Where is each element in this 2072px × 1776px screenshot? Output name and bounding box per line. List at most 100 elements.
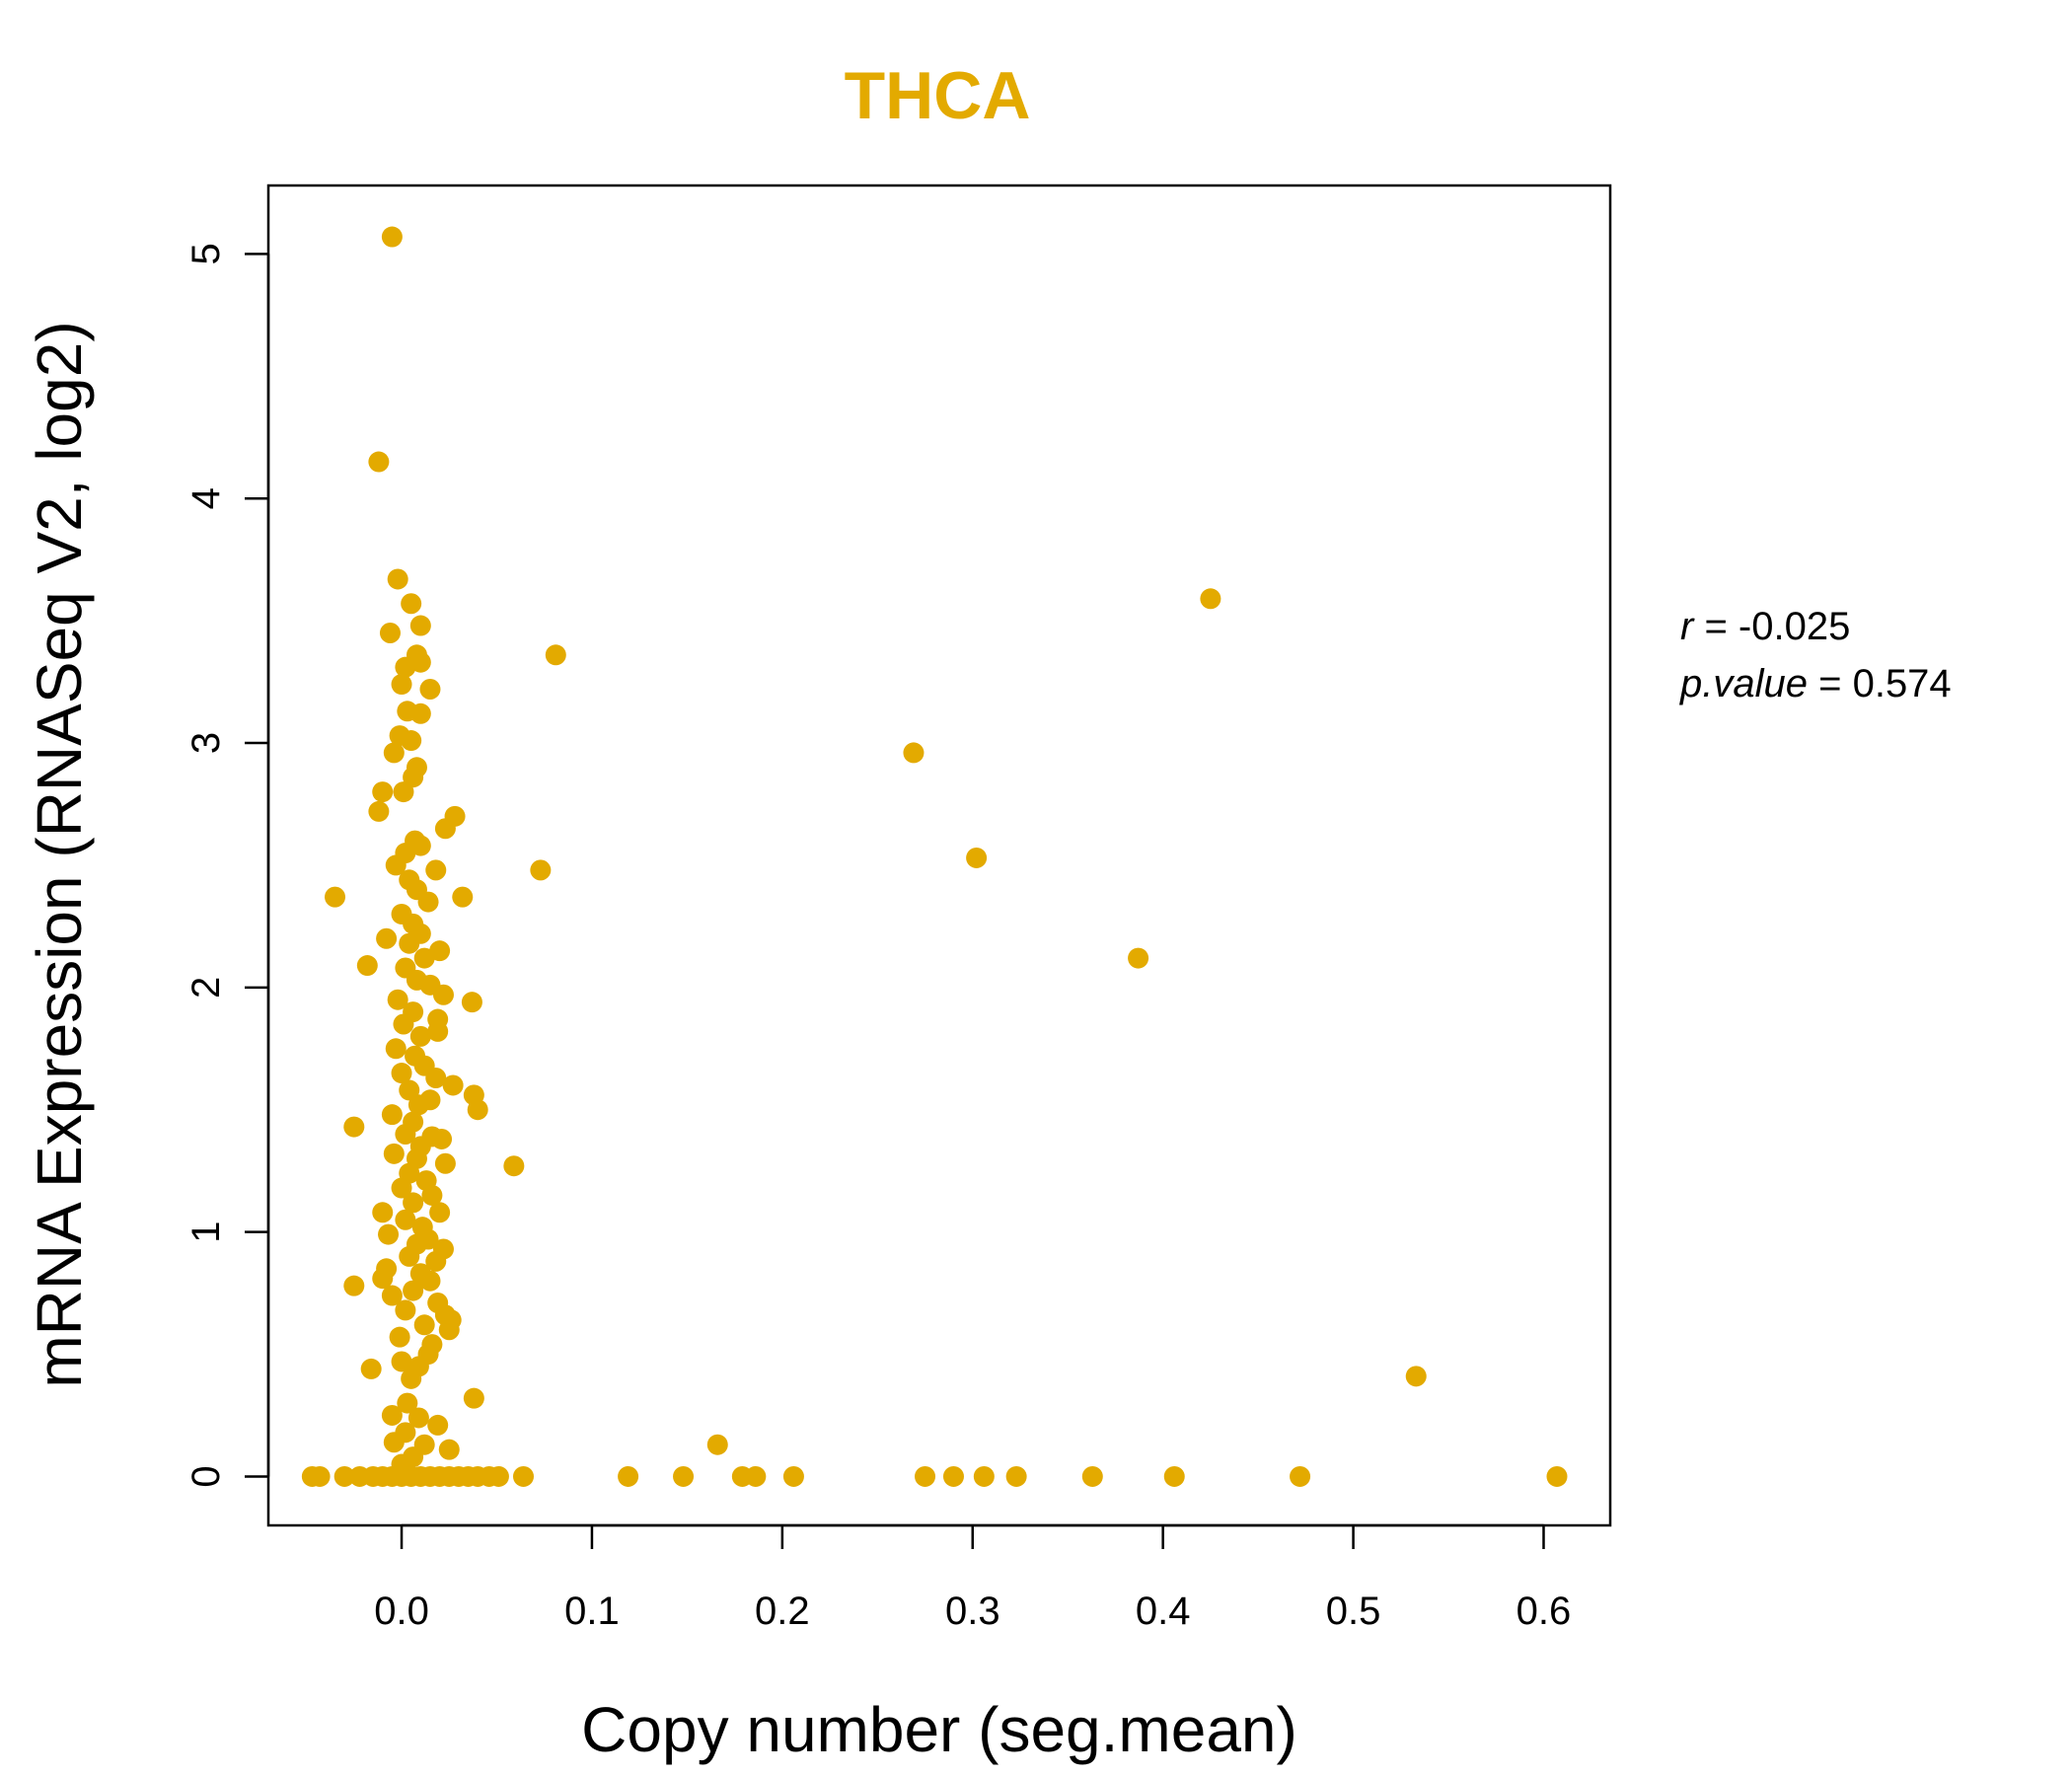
x-tick-label: 0.5 xyxy=(1326,1590,1381,1633)
data-point xyxy=(381,1404,403,1426)
r-stat-value: -0.025 xyxy=(1739,605,1850,648)
y-tick-label: 2 xyxy=(185,977,228,999)
data-point xyxy=(389,1326,410,1348)
data-point xyxy=(442,1074,464,1096)
data-point xyxy=(397,1392,418,1414)
data-point xyxy=(512,1465,534,1487)
y-tick-label: 0 xyxy=(185,1465,228,1487)
data-point xyxy=(432,984,454,1005)
data-point xyxy=(368,800,390,822)
x-tick-label: 0.2 xyxy=(755,1590,810,1633)
y-tick-label: 5 xyxy=(185,243,228,264)
data-point xyxy=(368,451,390,473)
data-point xyxy=(421,1184,443,1206)
data-point xyxy=(530,859,552,881)
data-point xyxy=(467,1099,488,1121)
x-axis: 0.0 0.1 0.2 0.3 0.4 0.5 0.6 xyxy=(374,1523,1572,1633)
x-tick-label: 0.3 xyxy=(945,1590,1000,1633)
p-value-stat: p.value = 0.574 xyxy=(1679,662,1952,705)
y-axis: 0 1 2 3 4 5 xyxy=(185,243,270,1488)
data-point xyxy=(413,947,435,969)
correlation-stats: r = -0.025 p.value = 0.574 xyxy=(1679,605,1952,705)
data-point xyxy=(399,1079,420,1101)
data-point xyxy=(343,1116,365,1138)
data-point xyxy=(381,226,403,248)
data-point xyxy=(360,1358,382,1379)
data-point xyxy=(434,818,456,840)
data-point xyxy=(379,622,401,643)
x-tick-label: 0.4 xyxy=(1136,1590,1191,1633)
data-point xyxy=(372,1268,394,1290)
data-point xyxy=(409,703,431,724)
x-tick-label: 0.0 xyxy=(374,1590,429,1633)
data-point xyxy=(1128,947,1149,969)
data-point xyxy=(438,1319,460,1341)
data-point xyxy=(915,1465,936,1487)
data-point xyxy=(403,1192,424,1214)
data-point xyxy=(782,1465,804,1487)
data-point xyxy=(385,854,407,876)
data-point xyxy=(409,615,431,636)
y-axis-label: mRNA Expression (RNASeq V2, log2) xyxy=(24,321,95,1387)
data-point xyxy=(425,1068,447,1089)
p-value-label: p.value xyxy=(1679,662,1808,705)
data-point xyxy=(383,1432,405,1453)
data-point xyxy=(966,847,988,868)
data-point xyxy=(1290,1465,1311,1487)
data-point xyxy=(403,1280,424,1301)
data-point xyxy=(1081,1465,1103,1487)
data-point xyxy=(343,1275,365,1296)
data-point xyxy=(417,891,439,913)
data-point xyxy=(385,1038,407,1060)
r-stat-label: r xyxy=(1680,605,1695,648)
data-point xyxy=(438,1439,460,1460)
data-point xyxy=(309,1465,331,1487)
data-point xyxy=(395,1209,416,1230)
data-point xyxy=(429,1202,451,1223)
data-point xyxy=(356,955,378,977)
data-point xyxy=(399,1245,420,1267)
x-tick-label: 0.6 xyxy=(1517,1590,1572,1633)
data-point xyxy=(401,593,422,615)
x-tick-label: 0.1 xyxy=(564,1590,620,1633)
data-point xyxy=(463,1387,484,1409)
plot-frame xyxy=(266,184,1612,1527)
data-point xyxy=(391,1063,412,1084)
data-point xyxy=(425,1250,447,1272)
data-point xyxy=(503,1155,525,1177)
data-point xyxy=(401,730,422,752)
data-point xyxy=(1405,1366,1427,1387)
data-point xyxy=(393,781,414,803)
data-point xyxy=(381,1285,403,1306)
data-point xyxy=(387,989,408,1010)
x-axis-label: Copy number (seg.mean) xyxy=(581,1694,1297,1765)
data-point xyxy=(333,1465,355,1487)
data-point xyxy=(413,1314,435,1336)
data-point xyxy=(673,1465,695,1487)
y-tick-label: 1 xyxy=(185,1221,228,1243)
data-point xyxy=(1546,1465,1568,1487)
data-point xyxy=(391,674,412,696)
data-point xyxy=(372,781,394,803)
points-layer xyxy=(301,226,1568,1487)
data-point xyxy=(395,1124,416,1146)
data-point xyxy=(903,742,925,764)
data-point xyxy=(427,1414,449,1436)
data-point xyxy=(381,1104,403,1126)
data-point xyxy=(393,1013,414,1035)
data-point xyxy=(372,1202,394,1223)
data-point xyxy=(1005,1465,1027,1487)
p-value-value: 0.574 xyxy=(1853,662,1952,705)
data-point xyxy=(391,1351,412,1372)
y-tick-label: 3 xyxy=(185,732,228,754)
data-point xyxy=(383,1143,405,1164)
data-point xyxy=(452,886,474,908)
data-point xyxy=(545,644,566,666)
data-point xyxy=(401,1368,422,1389)
data-point xyxy=(461,992,482,1013)
data-point xyxy=(1163,1465,1185,1487)
data-point xyxy=(618,1465,639,1487)
data-point xyxy=(409,1025,431,1047)
data-point xyxy=(487,1465,509,1487)
